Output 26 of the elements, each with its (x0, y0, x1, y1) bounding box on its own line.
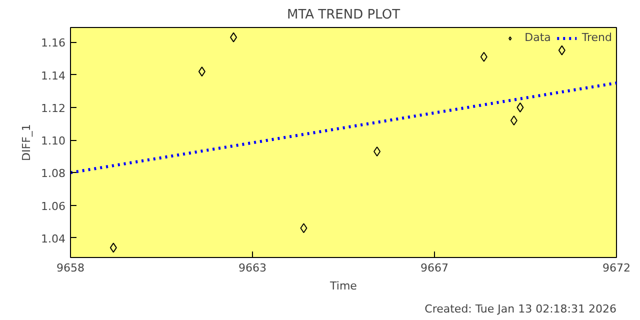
point (510, 115, 518, 126)
x-tick-label: 9672 (602, 262, 631, 274)
y-tick-label: 1.14 (41, 69, 66, 82)
x-tick-label: 9667 (420, 262, 448, 274)
point (516, 102, 524, 112)
y-tick-label: 1.10 (41, 134, 66, 148)
text: Created: Tue Jan 13 02:18:31 2026 (424, 302, 617, 316)
y-tick-label: 1.16 (41, 36, 66, 50)
y-tick-label: 1.06 (41, 200, 66, 213)
x-tick-label: 9658 (56, 262, 85, 274)
y-axis-title: DIFF_1 (20, 124, 34, 161)
chart-title: MTA TREND PLOT (286, 8, 400, 22)
x-tick-label: 9663 (238, 262, 267, 274)
x-axis-title: Time (329, 280, 358, 292)
point (230, 32, 238, 42)
point (480, 52, 488, 62)
y-tick-label: 1.04 (41, 232, 66, 246)
point (374, 146, 381, 156)
y-tick-label: 1.12 (41, 102, 66, 115)
y-tick-label: 1.08 (41, 167, 66, 180)
legend-label: Trend (582, 31, 612, 44)
point (110, 242, 117, 253)
point (300, 223, 308, 234)
point (198, 66, 206, 77)
legend-label: Data (524, 31, 551, 44)
point (558, 45, 566, 56)
